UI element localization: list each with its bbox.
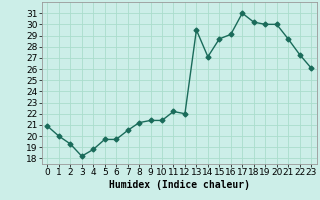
X-axis label: Humidex (Indice chaleur): Humidex (Indice chaleur) <box>109 180 250 190</box>
